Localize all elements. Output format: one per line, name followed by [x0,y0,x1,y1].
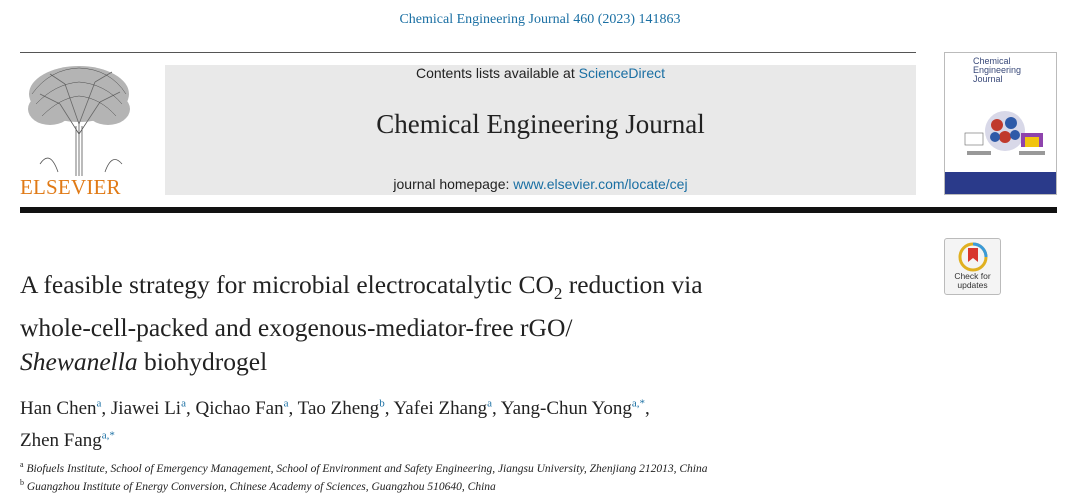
cover-title-line3: Journal [973,74,1003,84]
elsevier-tree-icon [20,64,138,176]
homepage-line: journal homepage: www.elsevier.com/locat… [165,176,916,192]
elsevier-wordmark: ELSEVIER [20,175,121,199]
author-list: Han Chena, Jiawei Lia, Qichao Fana, Tao … [20,391,920,454]
title-part1: A feasible strategy for microbial electr… [20,270,554,299]
journal-cover[interactable]: Chemical Engineering Journal [944,52,1057,195]
author-affiliation-mark[interactable]: a,* [101,429,115,442]
affiliation-a: a Biofuels Institute, School of Emergenc… [20,460,1020,475]
author[interactable]: Tao Zhengb, [297,398,394,420]
crossmark-label-line1: Check for [954,271,991,281]
crossmark-icon [958,242,988,272]
title-part2: reduction via [562,270,703,299]
affiliation-text: Biofuels Institute, School of Emergency … [26,462,708,475]
article-title-line3: Shewanella biohydrogel [20,345,880,379]
article-title-line1: A feasible strategy for microbial electr… [20,268,880,311]
crossmark-label-line2: updates [957,280,988,290]
cover-stripe [947,57,969,192]
author-affiliation-mark[interactable]: b [379,398,385,410]
affiliation-b: b Guangzhou Institute of Energy Conversi… [20,478,1020,493]
journal-masthead: Contents lists available at ScienceDirec… [165,65,916,195]
affiliation-text: Guangzhou Institute of Energy Conversion… [26,480,496,493]
title-subscript: 2 [553,284,563,304]
contents-prefix: Contents lists available at [415,65,579,81]
journal-citation[interactable]: Chemical Engineering Journal 460 (2023) … [399,12,681,27]
homepage-prefix: journal homepage: [393,176,514,192]
affiliation-key: b [20,478,24,487]
article-title-line2: whole-cell-packed and exogenous-mediator… [20,313,573,343]
cover-title: Chemical Engineering Journal [973,57,1021,84]
author-affiliation-mark[interactable]: a,* [631,398,646,410]
cover-artwork-icon [964,111,1045,155]
journal-title[interactable]: Chemical Engineering Journal [376,109,705,139]
author[interactable]: Han Chena, [20,398,111,420]
author-affiliation-mark[interactable]: a [487,398,492,410]
author[interactable]: Jiawei Lia, [110,398,196,420]
elsevier-logo [20,64,138,198]
top-divider [20,52,916,53]
author[interactable]: Qichao Fana, [195,398,298,420]
author-affiliation-mark[interactable]: a [283,398,289,410]
sciencedirect-link[interactable]: ScienceDirect [578,65,665,81]
title-line3-rest: biohydrogel [137,347,268,377]
cover-footer-band [945,172,1056,194]
cover-title-line2: Engineering [973,65,1022,75]
header-thick-divider [20,207,1057,213]
article-title: A feasible strategy for microbial electr… [20,268,880,379]
contents-line: Contents lists available at ScienceDirec… [165,65,916,81]
crossmark-label: Check for updates [945,272,1000,290]
author-affiliation-mark[interactable]: a [181,398,186,410]
affiliation-key: a [20,460,24,469]
author[interactable]: Zhen Fanga,* [20,429,115,451]
check-for-updates-badge[interactable]: Check for updates [944,238,1001,295]
author[interactable]: Yafei Zhanga, [393,398,501,420]
author[interactable]: Yang-Chun Yonga,*, [500,398,650,420]
title-italic-species: Shewanella [20,347,138,377]
author-affiliation-mark[interactable]: a [96,398,102,410]
cover-title-line1: Chemical [973,56,1011,66]
homepage-link[interactable]: www.elsevier.com/locate/cej [513,176,688,192]
